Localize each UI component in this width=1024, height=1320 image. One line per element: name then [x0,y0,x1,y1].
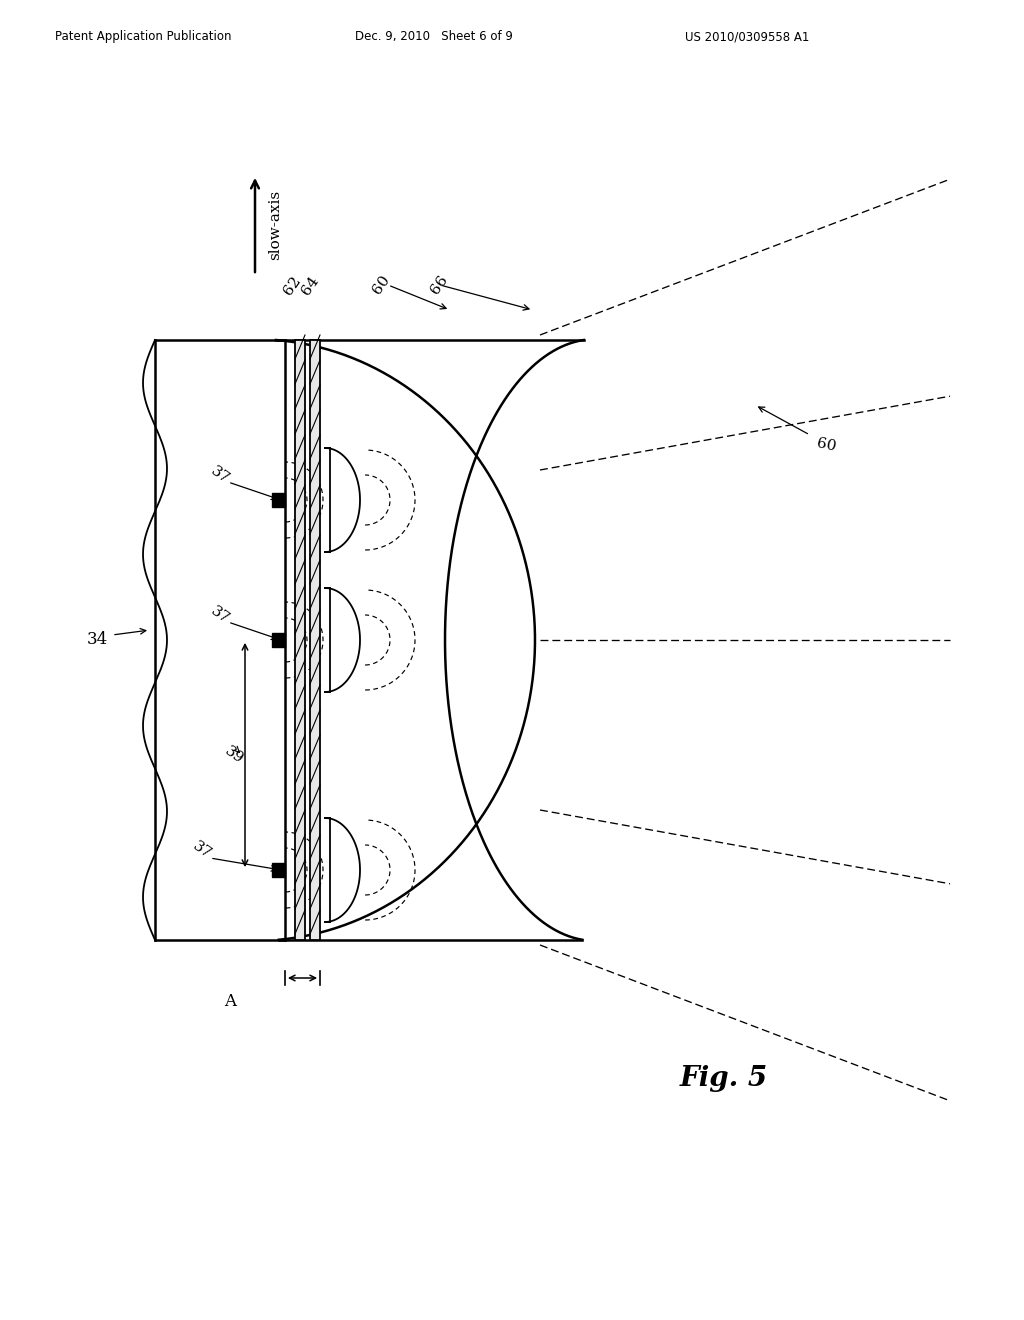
Text: 37: 37 [208,603,231,626]
Text: 39: 39 [222,743,246,767]
Text: 64: 64 [299,275,322,298]
Text: Dec. 9, 2010   Sheet 6 of 9: Dec. 9, 2010 Sheet 6 of 9 [355,30,513,44]
Text: Fig. 5: Fig. 5 [680,1065,768,1092]
Text: 66: 66 [428,273,451,297]
Text: Patent Application Publication: Patent Application Publication [55,30,231,44]
Text: 34: 34 [87,631,108,648]
Text: A: A [224,993,236,1010]
Bar [295,341,305,940]
Text: slow-axis: slow-axis [268,190,282,260]
Text: 60: 60 [815,436,837,454]
Bar [272,492,285,507]
Text: US 2010/0309558 A1: US 2010/0309558 A1 [685,30,809,44]
Bar [272,863,285,876]
Text: 37: 37 [208,463,231,486]
Text: 37: 37 [190,838,214,861]
Text: 62: 62 [281,275,303,298]
Bar [272,634,285,647]
Text: 60: 60 [370,273,392,297]
Bar [310,341,319,940]
